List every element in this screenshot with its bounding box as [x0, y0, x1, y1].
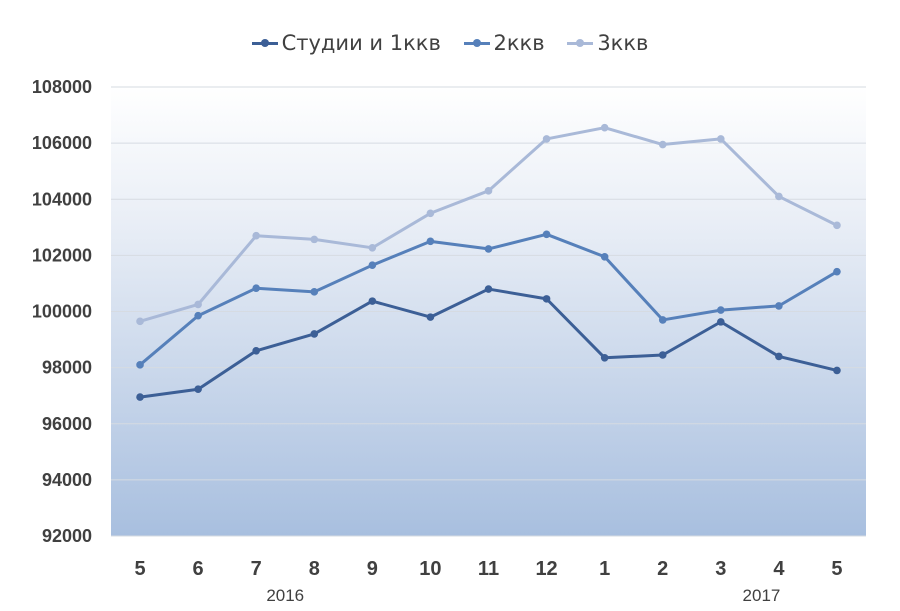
data-point: [542, 135, 551, 143]
y-tick-label: 96000: [42, 414, 92, 434]
series-1: [136, 230, 841, 369]
series-2: [136, 123, 841, 326]
data-point: [310, 330, 319, 338]
x-tick-label: 2: [657, 558, 668, 580]
data-point: [426, 313, 435, 321]
data-point: [833, 366, 841, 375]
legend-marker-2room: [463, 37, 490, 49]
legend-marker-studio-1room: [251, 37, 278, 49]
data-point: [368, 261, 377, 269]
data-point: [252, 346, 260, 355]
data-point: [542, 295, 551, 303]
legend-label-3room: 3ккв: [597, 31, 649, 55]
data-point: [833, 221, 841, 230]
data-point: [136, 317, 144, 326]
data-point: [484, 245, 493, 253]
x-tick-label: 8: [309, 558, 320, 580]
data-point: [775, 302, 783, 310]
y-axis: 92000 94000 96000 98000 100000 102000 104000 10…: [32, 77, 92, 546]
data-point: [194, 385, 202, 394]
y-tick-label: 94000: [42, 470, 92, 490]
data-point: [775, 352, 783, 361]
y-tick-label: 98000: [42, 358, 92, 378]
y-tick-label: 108000: [32, 77, 92, 97]
data-point: [542, 230, 551, 239]
data-point: [484, 187, 493, 195]
x-tick-label: 6: [193, 558, 204, 580]
y-tick-label: 106000: [32, 133, 92, 153]
gridlines: [111, 86, 866, 537]
data-point: [252, 284, 260, 293]
data-point: [310, 288, 319, 296]
y-tick-label: 102000: [32, 245, 92, 265]
legend-item-2room: 2ккв: [463, 31, 545, 55]
legend-marker-3room: [567, 37, 594, 49]
data-point: [136, 393, 144, 401]
legend-label-studio-1room: Студии и 1ккв: [281, 31, 441, 55]
y-tick-label: 92000: [42, 526, 92, 546]
data-point: [194, 300, 202, 309]
data-point: [484, 285, 493, 293]
x-tick-label: 9: [367, 558, 378, 580]
y-tick-label: 104000: [32, 189, 92, 209]
x-tick-label: 7: [251, 558, 262, 580]
data-point: [717, 135, 725, 143]
x-tick-label: 5: [134, 558, 145, 580]
data-point: [136, 361, 144, 369]
data-point: [600, 252, 609, 261]
data-point: [717, 318, 725, 326]
data-point: [658, 316, 667, 324]
data-point: [368, 297, 377, 305]
x-tick-label: 12: [535, 558, 557, 580]
series-0: [136, 285, 841, 401]
year-label: 2017: [743, 586, 781, 605]
x-tick-label: 1: [599, 558, 610, 580]
legend-item-studio-1room: Студии и 1ккв: [251, 31, 441, 55]
data-point: [426, 237, 435, 246]
x-tick-label: 3: [715, 558, 726, 580]
data-point: [600, 354, 609, 362]
data-point: [658, 351, 667, 359]
data-point: [658, 140, 667, 149]
data-point: [252, 231, 260, 240]
data-point: [310, 235, 319, 244]
series-lines: [136, 123, 841, 401]
data-point: [426, 209, 435, 218]
y-tick-label: 100000: [32, 302, 92, 322]
x-tick-label: 11: [478, 558, 499, 580]
year-label: 2016: [266, 586, 304, 605]
x-tick-label: 4: [773, 558, 785, 580]
legend-item-3room: 3ккв: [567, 31, 648, 55]
data-point: [717, 306, 725, 314]
data-point: [194, 311, 202, 320]
data-point: [600, 123, 609, 132]
legend-label-2room: 2ккв: [493, 31, 545, 55]
data-point: [833, 267, 841, 276]
legend: Студии и 1ккв 2ккв 3ккв: [0, 30, 900, 55]
x-tick-label: 10: [419, 558, 441, 580]
x-tick-label: 5: [831, 558, 842, 580]
data-point: [368, 243, 377, 252]
data-point: [775, 192, 783, 201]
